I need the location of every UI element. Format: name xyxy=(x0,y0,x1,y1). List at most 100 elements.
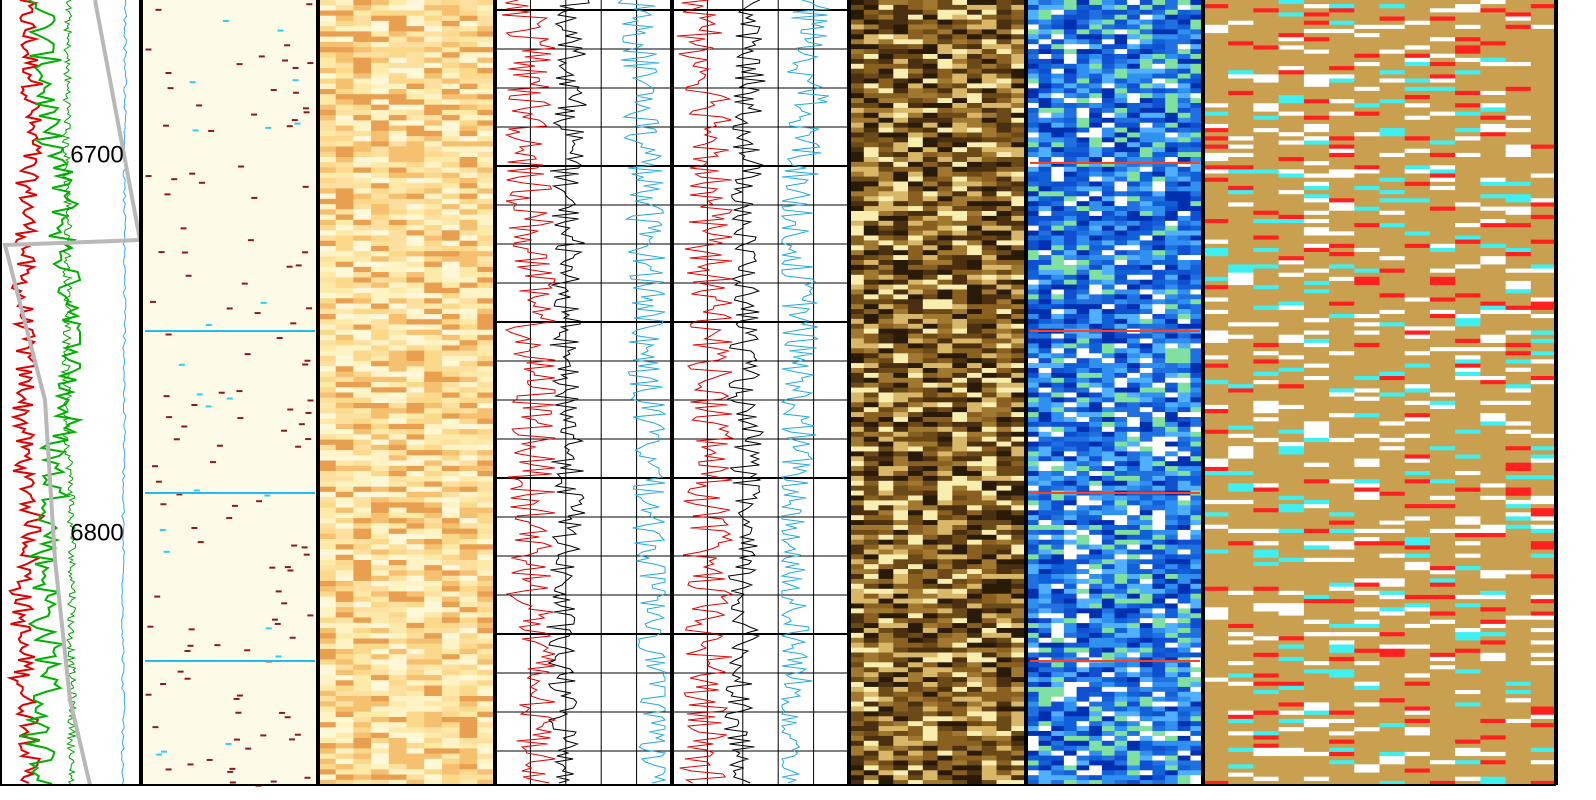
log-image-cell xyxy=(477,528,496,535)
log-image-cell xyxy=(937,632,953,639)
log-image-cell xyxy=(1190,338,1204,344)
log-image-cell xyxy=(1114,323,1128,330)
log-image-cell xyxy=(477,5,496,11)
log-image-cell xyxy=(1089,132,1103,138)
log-image-cell xyxy=(922,206,939,212)
log-image-cell xyxy=(1139,127,1153,133)
log-image-cell xyxy=(1165,250,1179,256)
log-image-cell xyxy=(318,654,337,660)
log-image-cell xyxy=(441,188,461,195)
log-image-cell xyxy=(1101,269,1115,276)
log-image-cell xyxy=(459,376,478,383)
log-image-cell xyxy=(967,593,983,600)
log-image-cell xyxy=(1051,19,1065,25)
log-image-cell xyxy=(922,166,939,173)
log-image-cell xyxy=(863,4,880,11)
log-image-cell xyxy=(335,334,354,341)
log-image-cell xyxy=(477,560,496,566)
log-image-cell xyxy=(318,539,337,545)
log-image-cell xyxy=(388,371,407,378)
log-image-cell xyxy=(1076,127,1090,133)
log-image-cell xyxy=(863,647,880,653)
log-image-cell xyxy=(371,732,390,739)
log-image-cell xyxy=(459,497,478,503)
log-image-cell xyxy=(353,146,372,153)
log-image-cell xyxy=(459,125,478,132)
log-image-cell xyxy=(335,706,354,713)
log-image-cell xyxy=(1011,186,1027,192)
log-image-cell xyxy=(996,29,1012,35)
log-image-cell xyxy=(1190,368,1204,374)
log-image-cell xyxy=(937,157,953,163)
log-image-cell xyxy=(849,412,865,418)
log-image-cell xyxy=(952,760,968,766)
log-image-cell xyxy=(1127,294,1141,300)
log-image-cell xyxy=(335,486,354,493)
log-image-cell xyxy=(981,58,998,65)
log-image-cell xyxy=(406,193,425,200)
log-image-cell xyxy=(1051,29,1065,35)
log-image-cell xyxy=(1076,166,1090,173)
log-image-cell xyxy=(371,596,390,603)
log-image-cell xyxy=(371,0,390,6)
log-image-cell xyxy=(996,775,1012,781)
log-image-cell xyxy=(1011,549,1027,555)
log-image-cell xyxy=(388,157,407,163)
log-image-cell xyxy=(424,10,443,17)
log-image-cell xyxy=(981,4,998,11)
log-image-cell xyxy=(424,355,443,362)
log-image-cell xyxy=(937,471,953,477)
log-image-cell xyxy=(908,19,924,25)
log-image-cell xyxy=(1011,456,1027,462)
log-image-cell xyxy=(1063,451,1077,457)
log-image-cell xyxy=(893,461,909,467)
log-image-cell xyxy=(335,214,354,221)
log-image-cell xyxy=(1089,417,1103,423)
log-image-cell xyxy=(353,617,372,624)
log-image-cell xyxy=(1026,235,1040,241)
log-image-cell xyxy=(1114,24,1128,30)
log-image-cell xyxy=(849,211,865,217)
log-image-cell xyxy=(849,672,865,678)
log-image-cell xyxy=(996,701,1012,707)
log-image-cell xyxy=(893,299,909,305)
log-image-cell xyxy=(238,165,245,168)
log-image-cell xyxy=(908,696,924,703)
log-image-cell xyxy=(441,643,461,650)
log-image-cell xyxy=(922,603,939,609)
log-image-cell xyxy=(1190,186,1204,192)
log-image-cell xyxy=(996,4,1012,11)
log-image-cell xyxy=(1026,392,1040,398)
log-image-cell xyxy=(937,760,953,766)
log-image-cell xyxy=(1177,284,1191,290)
log-image-cell xyxy=(1063,372,1077,379)
log-image-cell xyxy=(406,136,425,142)
log-image-cell xyxy=(863,142,880,148)
log-image-cell xyxy=(477,455,496,461)
log-image-cell xyxy=(145,48,152,51)
log-image-cell xyxy=(893,348,909,354)
log-image-cell xyxy=(335,36,354,43)
log-image-cell xyxy=(981,392,998,398)
log-image-cell xyxy=(1190,230,1204,236)
log-image-cell xyxy=(893,510,909,516)
log-image-cell xyxy=(967,686,983,693)
log-image-cell xyxy=(353,314,372,320)
log-image-cell xyxy=(878,529,894,536)
log-image-cell xyxy=(1089,466,1103,472)
log-image-cell xyxy=(996,49,1012,55)
log-image-cell xyxy=(335,512,354,519)
log-image-cell xyxy=(406,586,425,592)
log-image-cell xyxy=(388,539,407,545)
log-image-cell xyxy=(424,565,443,571)
log-image-cell xyxy=(388,769,407,775)
log-image-cell xyxy=(353,779,372,786)
log-image-cell xyxy=(1152,54,1166,60)
log-image-cell xyxy=(893,117,909,124)
log-image-cell xyxy=(1011,176,1027,182)
log-image-cell xyxy=(878,780,894,786)
log-image-cell xyxy=(353,0,372,6)
log-image-cell xyxy=(335,115,354,121)
log-image-cell xyxy=(849,372,865,379)
log-image-cell xyxy=(908,583,924,590)
